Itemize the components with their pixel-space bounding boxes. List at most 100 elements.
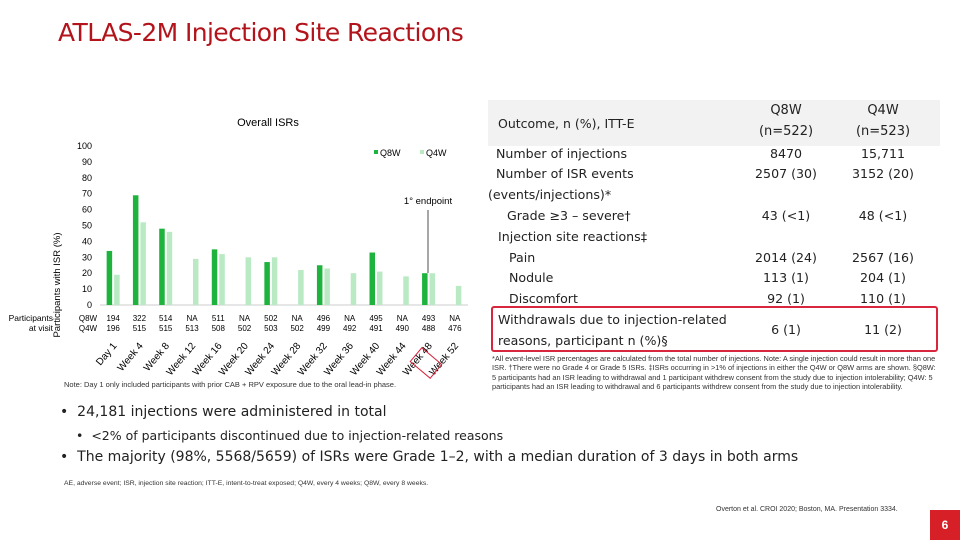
- y-tick-label: 80: [82, 173, 92, 183]
- y-tick-label: 40: [82, 236, 92, 246]
- participants-q8w-value: 495: [369, 314, 383, 323]
- row-value-q4w: 3152 (20): [852, 166, 914, 181]
- abbreviations: AE, adverse event; ISR, injection site r…: [64, 480, 429, 487]
- participants-q4w-value: 488: [422, 324, 436, 333]
- bullet-dot: •: [76, 428, 92, 443]
- bar-q4w-week-52: [455, 285, 462, 305]
- bullet-text: <2% of participants discontinued due to …: [91, 428, 504, 443]
- bullet-text: The majority (98%, 5568/5659) of ISRs we…: [77, 449, 799, 465]
- bar-q4w-week-28: [298, 270, 304, 305]
- participants-q8w-value: NA: [397, 314, 409, 323]
- bar-q8w-week-32: [316, 265, 323, 305]
- bar-q4w-week-36: [350, 273, 357, 305]
- page-title: ATLAS-2M Injection Site Reactions: [58, 18, 464, 47]
- bar-q4w-week-48: [429, 273, 436, 305]
- y-tick-label: 100: [77, 141, 92, 151]
- row-value-q8w: 113 (1): [763, 270, 809, 285]
- bullet-dot: •: [60, 404, 78, 420]
- bar-q8w-week-8: [159, 228, 165, 305]
- chart-legend: Q8W Q4W: [374, 148, 447, 158]
- row-label-events-per-injection: (events/injections)*: [488, 187, 612, 202]
- participants-q8w-value: NA: [344, 314, 356, 323]
- chart-title: Overall ISRs: [237, 117, 299, 129]
- bar-q4w-week-4: [140, 222, 146, 305]
- bar-q4w-week-24: [271, 257, 278, 305]
- bullet-discontinued: • <2% of participants discontinued due t…: [76, 428, 503, 443]
- participants-label-line2: at visit: [29, 323, 54, 333]
- col-header-q4w-name: Q4W: [867, 103, 899, 118]
- participants-q4w-label: Q4W: [79, 324, 98, 333]
- y-tick-label: 50: [82, 221, 92, 231]
- y-tick-label: 90: [82, 157, 92, 167]
- x-tick-label: Day 1: [94, 341, 119, 368]
- row-label-nodule: Nodule: [509, 270, 554, 285]
- participants-q8w-value: 194: [106, 314, 120, 323]
- chart-y-axis-label: Participants with ISR (%): [52, 232, 63, 337]
- row-value-q4w: 2567 (16): [852, 250, 914, 265]
- participants-q4w-value: 515: [159, 324, 173, 333]
- col-header-q4w: Q4W (n=523): [833, 100, 933, 142]
- participants-q8w-value: 511: [212, 314, 225, 323]
- bullet-grade-majority: • The majority (98%, 5568/5659) of ISRs …: [60, 449, 798, 465]
- bar-q4w-week-20: [245, 257, 252, 305]
- row-label-withdrawal-reasons: reasons, participant n (%)§: [498, 333, 668, 348]
- participants-q4w-value: 508: [212, 324, 226, 333]
- row-value-q4w: 11 (2): [864, 322, 902, 337]
- participants-q8w-value: 514: [159, 314, 173, 323]
- row-value-q8w: 2507 (30): [755, 166, 817, 181]
- participants-q4w-value: 502: [290, 324, 304, 333]
- row-label-isr-events: Number of ISR events: [496, 166, 634, 181]
- legend-label-q8w: Q8W: [380, 148, 401, 158]
- table-footnote: *All event-level ISR percentages are cal…: [492, 354, 936, 391]
- withdrawals-highlight-box: [491, 306, 938, 352]
- row-label-discomfort: Discomfort: [509, 291, 578, 306]
- row-label-withdrawals: Withdrawals due to injection-related: [498, 312, 727, 327]
- participants-q4w-value: 476: [448, 324, 462, 333]
- participants-q8w-value: NA: [292, 314, 304, 323]
- overall-isr-bar-chart: Overall ISRs Participants with ISR (%) 0…: [9, 117, 468, 379]
- participants-q4w-value: 502: [238, 324, 252, 333]
- row-label-injection-site-reactions: Injection site reactions‡: [498, 229, 648, 244]
- bullet-total-injections: • 24,181 injections were administered in…: [60, 404, 386, 420]
- bar-q8w-week-48: [422, 273, 428, 305]
- participants-q4w-value: 515: [133, 324, 147, 333]
- chart-note: Note: Day 1 only included participants w…: [64, 380, 397, 389]
- row-label-grade3: Grade ≥3 – severe†: [507, 208, 631, 223]
- participants-q8w-value: 502: [264, 314, 278, 323]
- row-value-q4w: 15,711: [860, 146, 906, 161]
- outcome-table: Outcome, n (%), ITT-E Q8W (n=522) Q4W (n…: [488, 100, 940, 350]
- table-header-band: [488, 100, 940, 146]
- col-header-q8w-n: (n=522): [758, 124, 814, 139]
- legend-swatch-q8w: [374, 150, 378, 154]
- bar-q4w-week-16: [219, 254, 225, 305]
- participants-q8w-value: 493: [422, 314, 436, 323]
- participants-q8w-value: NA: [186, 314, 198, 323]
- bar-q8w-week-16: [211, 249, 218, 305]
- participants-q4w-value: 491: [369, 324, 383, 333]
- participants-q4w-value: 503: [264, 324, 278, 333]
- row-value-q8w: 2014 (24): [755, 250, 817, 265]
- y-tick-label: 10: [82, 284, 92, 294]
- col-header-q4w-n: (n=523): [855, 124, 911, 139]
- y-tick-label: 20: [82, 268, 92, 278]
- bar-q4w-week-12: [193, 258, 199, 305]
- participants-q4w-value: 492: [343, 324, 357, 333]
- bullet-text: 24,181 injections were administered in t…: [77, 404, 387, 420]
- page-number-badge: 6: [930, 510, 960, 540]
- table-header-label: Outcome, n (%), ITT-E: [498, 116, 635, 131]
- week48-highlight: [409, 347, 443, 379]
- legend-label-q4w: Q4W: [426, 148, 447, 158]
- row-value-q8w: 92 (1): [767, 291, 805, 306]
- participants-q8w-value: 322: [133, 314, 147, 323]
- row-value-q4w: 204 (1): [860, 270, 906, 285]
- row-value-q8w: 43 (<1): [761, 208, 811, 223]
- participants-q4w-value: 196: [106, 324, 120, 333]
- row-value-q8w: 8470: [769, 146, 803, 161]
- bar-q4w-week-32: [324, 268, 330, 305]
- y-tick-label: 70: [82, 189, 92, 199]
- participants-q8w-value: NA: [239, 314, 251, 323]
- participants-q8w-value: 496: [317, 314, 331, 323]
- row-value-q4w: 48 (<1): [858, 208, 908, 223]
- participants-q4w-value: 490: [396, 324, 410, 333]
- participants-q8w-label: Q8W: [79, 314, 98, 323]
